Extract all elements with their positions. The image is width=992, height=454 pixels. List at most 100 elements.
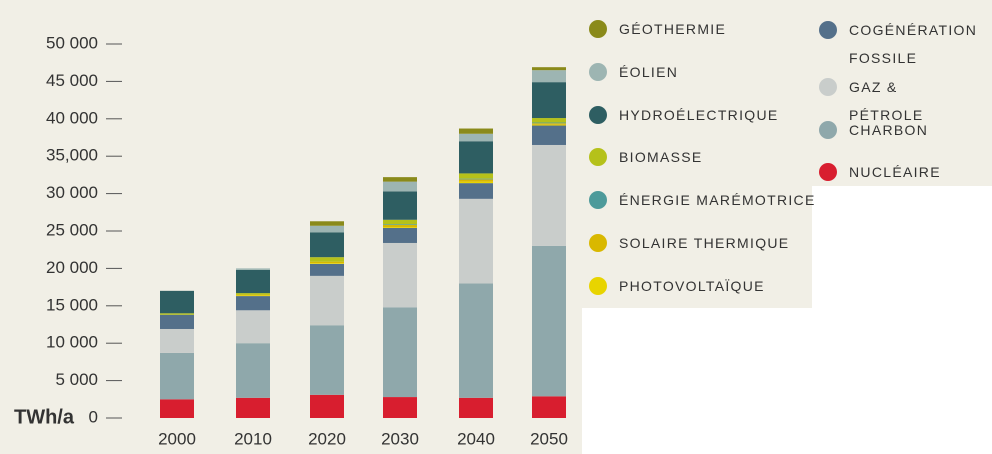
bar-segment [160, 314, 194, 329]
legend-item: PHOTOVOLTAÏQUE [589, 272, 819, 300]
bar-segment [383, 227, 417, 229]
y-tick-label: 20 000 [46, 258, 98, 277]
legend-item: ÉOLIEN [589, 58, 819, 86]
bar-segment [459, 283, 493, 398]
y-tick-label: 30 000 [46, 183, 98, 202]
legend-marker [819, 78, 837, 96]
bar-segment [236, 268, 270, 270]
bar-segment [383, 191, 417, 220]
bar-segment [383, 307, 417, 398]
bar-segment [532, 70, 566, 83]
y-tick-label: 0 [89, 407, 98, 426]
bar-segment [383, 181, 417, 192]
bar-segment [310, 221, 344, 226]
legend-item: NUCLÉAIRE [819, 158, 959, 186]
bar-segment [532, 144, 566, 246]
legend-item: SOLAIRE THERMIQUE [589, 229, 819, 257]
legend-marker [589, 148, 607, 167]
legend-label: GÉOTHERMIE [619, 21, 727, 37]
bar-segment [383, 224, 417, 226]
bar-segment [160, 352, 194, 400]
bar-segment [310, 263, 344, 276]
legend-label: HYDROÉLECTRIQUE [619, 106, 779, 123]
legend-item: GÉOTHERMIE [589, 15, 819, 43]
bar-segment [160, 313, 194, 315]
bar-segment [236, 343, 270, 398]
y-tick-label: 25 000 [46, 220, 98, 239]
y-tick-label: 40 000 [46, 108, 98, 127]
bar-segment [310, 325, 344, 395]
bar-segment [236, 310, 270, 344]
legend-background [582, 0, 812, 308]
legend-marker [589, 276, 607, 295]
bar-segment [459, 141, 493, 174]
bar-segment [383, 228, 417, 243]
legend-label: ÉNERGIE MARÉMOTRICE [619, 192, 816, 209]
bar-segment [532, 118, 566, 123]
x-tick-label: 2010 [234, 429, 272, 448]
bar-segment [236, 397, 270, 418]
legend-marker [589, 20, 607, 38]
bar-segment [532, 122, 566, 124]
bar-segment [459, 128, 493, 134]
legend-item: BIOMASSE [589, 143, 819, 171]
bar-segment [459, 178, 493, 180]
legend-item: HYDROÉLECTRIQUE [589, 101, 819, 129]
legend-marker [589, 105, 607, 124]
bar-segment [310, 263, 344, 264]
bar-segment [383, 177, 417, 182]
bar-segment [383, 242, 417, 308]
bar-segment [532, 124, 566, 126]
bar-segment [160, 290, 194, 314]
bar-segment [532, 396, 566, 418]
bar-segment [310, 257, 344, 262]
x-tick-label: 2000 [158, 429, 196, 448]
legend-label: GAZ & PÉTROLE [849, 79, 924, 123]
bar-segment [236, 293, 270, 295]
bar-segment [236, 295, 270, 297]
y-tick-label: 15 000 [46, 295, 98, 314]
legend-marker [819, 21, 837, 39]
legend-label: CHARBON [849, 122, 929, 138]
bar-segment [532, 123, 566, 125]
x-tick-label: 2040 [457, 429, 495, 448]
y-unit-label: TWh/a [14, 406, 75, 428]
legend-marker [589, 191, 607, 210]
legend-marker [819, 163, 837, 181]
legend-item: CHARBON [819, 116, 959, 144]
legend-item: GAZ & PÉTROLE [819, 73, 959, 129]
bar-segment [383, 397, 417, 418]
bar-segment [459, 183, 493, 199]
bar-segment [310, 225, 344, 233]
legend-item: ÉNERGIE MARÉMOTRICE [589, 186, 819, 214]
bar-segment [310, 261, 344, 264]
bar-segment [160, 328, 194, 353]
bar-segment [532, 67, 566, 71]
legend-label: COGÉNÉRATION FOSSILE [849, 22, 978, 66]
y-tick-label: 45 000 [46, 71, 98, 90]
bar-segment [459, 133, 493, 142]
x-tick-label: 2020 [308, 429, 346, 448]
legend-label: BIOMASSE [619, 149, 703, 166]
legend-marker [589, 234, 607, 252]
legend-marker [819, 121, 837, 139]
bar-segment [310, 275, 344, 326]
bar-segment [236, 294, 270, 296]
x-tick-label: 2030 [381, 429, 419, 448]
y-tick-label: 5 000 [55, 370, 98, 389]
bar-segment [459, 397, 493, 418]
x-tick-label: 2050 [530, 429, 568, 448]
bar-segment [459, 198, 493, 284]
legend-item: COGÉNÉRATION FOSSILE [819, 16, 976, 72]
bar-segment [532, 245, 566, 397]
bar-segment [459, 179, 493, 182]
bar-segment [532, 125, 566, 145]
bar-segment [236, 269, 270, 294]
legend-label: PHOTOVOLTAÏQUE [619, 277, 765, 294]
bar-segment [160, 399, 194, 418]
bar-segment [459, 173, 493, 179]
y-tick-label: 10 000 [46, 333, 98, 352]
bar-segment [532, 82, 566, 119]
